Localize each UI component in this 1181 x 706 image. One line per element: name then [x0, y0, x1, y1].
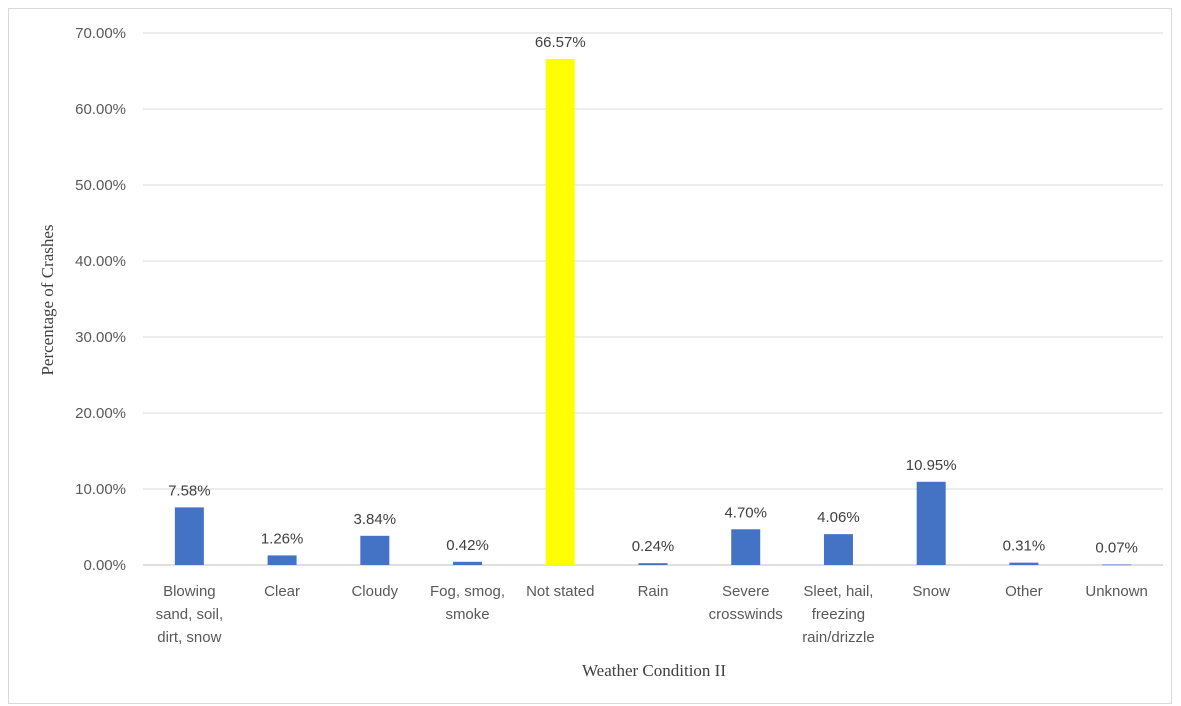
x-category-label: Snow	[912, 583, 950, 600]
data-label: 66.57%	[535, 34, 586, 51]
y-tick-label: 40.00%	[75, 253, 126, 270]
y-tick-label: 0.00%	[83, 557, 126, 574]
bar	[638, 563, 668, 565]
bars	[174, 59, 1132, 566]
y-tick-label: 60.00%	[75, 101, 126, 118]
bar	[823, 534, 853, 565]
x-axis-categories: Blowing sand, soil, dirt, snow Clear Cloudy F…	[156, 583, 1148, 646]
bar	[1009, 562, 1039, 565]
x-category-label: Not stated	[526, 583, 594, 600]
data-label: 0.07%	[1095, 539, 1138, 556]
x-category-label: Blowing sand, soil, dirt, snow	[156, 583, 224, 646]
bar	[916, 481, 946, 565]
y-tick-label: 20.00%	[75, 405, 126, 422]
data-label: 4.70%	[724, 504, 767, 521]
x-axis-title: Weather Condition II	[582, 661, 726, 680]
x-category-label: Fog, smog, smoke	[430, 583, 505, 623]
data-label: 7.58%	[168, 482, 211, 499]
data-label: 10.95%	[906, 457, 957, 474]
data-label: 0.31%	[1003, 538, 1046, 555]
data-label: 1.26%	[261, 530, 304, 547]
y-axis-title: Percentage of Crashes	[38, 224, 57, 375]
data-labels: 7.58% 1.26% 3.84% 0.42% 66.57% 0.24% 4.70% 4.06…	[168, 34, 1138, 556]
y-tick-label: 70.00%	[75, 25, 126, 42]
x-category-label: Sleet, hail, freezing rain/drizzle	[802, 583, 875, 646]
bar	[360, 535, 390, 565]
data-label: 0.24%	[632, 538, 675, 555]
x-category-label: Cloudy	[351, 583, 398, 600]
x-category-label: Other	[1005, 583, 1043, 600]
y-tick-label: 50.00%	[75, 177, 126, 194]
bar	[453, 561, 483, 565]
data-label: 0.42%	[446, 537, 489, 554]
x-category-label: Unknown	[1085, 583, 1148, 600]
bar	[731, 529, 761, 565]
y-tick-label: 30.00%	[75, 329, 126, 346]
data-label: 3.84%	[354, 511, 397, 528]
x-category-label: Rain	[638, 583, 669, 600]
bar	[1102, 564, 1132, 566]
bar	[267, 555, 297, 565]
x-category-label: Severe crosswinds	[709, 583, 783, 623]
chart-frame	[8, 8, 1172, 704]
data-label: 4.06%	[817, 509, 860, 526]
gridlines	[143, 32, 1163, 566]
y-axis-ticks: 0.00% 10.00% 20.00% 30.00% 40.00% 50.00% 60.00…	[75, 25, 126, 574]
bar	[174, 507, 204, 565]
y-tick-label: 10.00%	[75, 481, 126, 498]
x-category-label: Clear	[264, 583, 300, 600]
bar	[545, 59, 575, 566]
